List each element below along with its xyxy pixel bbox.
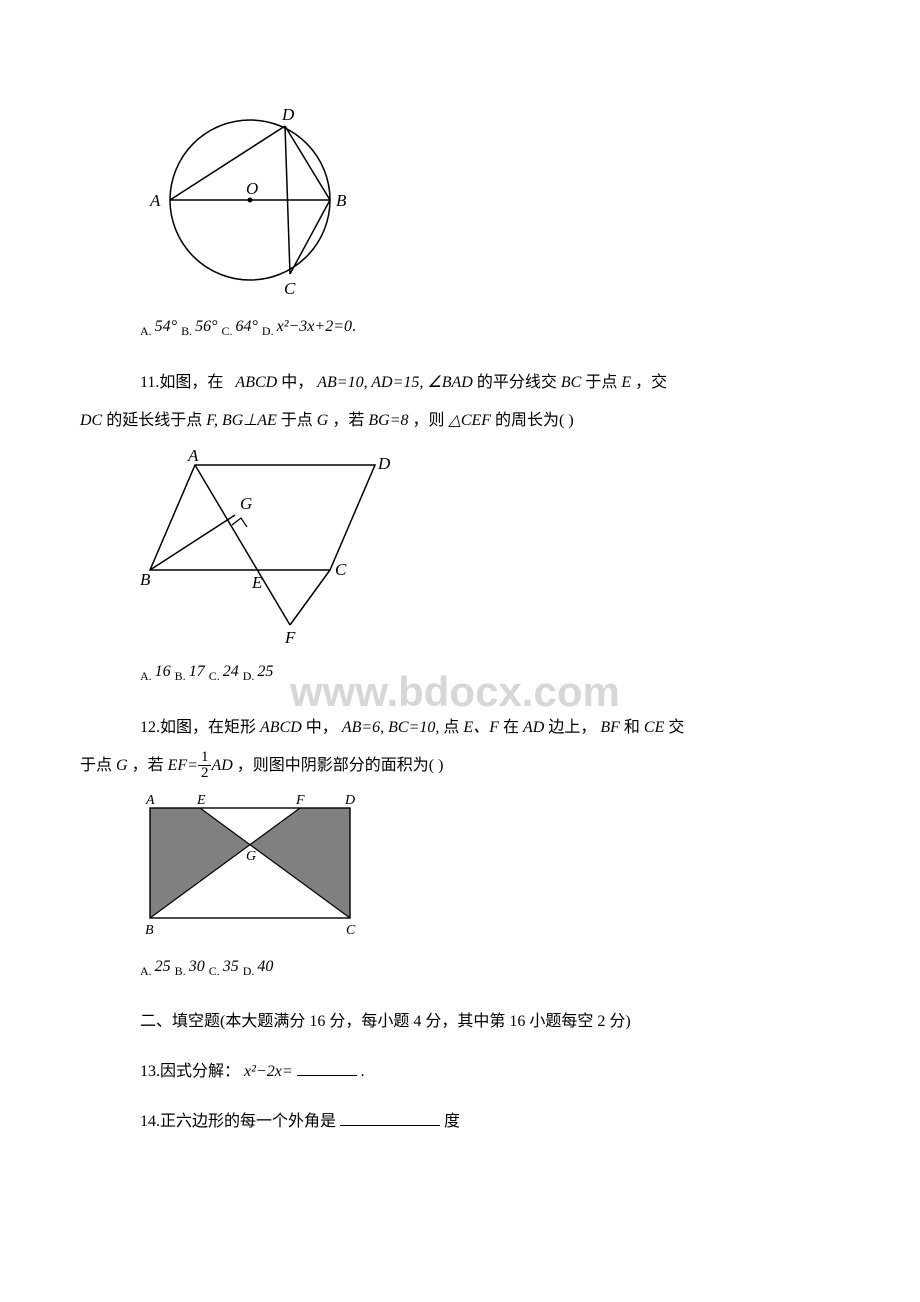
label-A: A: [187, 446, 199, 465]
label-F: F: [284, 628, 296, 645]
opt-C-pre: C.: [209, 669, 223, 683]
label-B: B: [336, 191, 347, 210]
q11-e: 的平分线交: [477, 374, 557, 391]
opt-B-pre: B.: [181, 324, 195, 338]
q12-a: 12.如图，在矩形: [140, 719, 256, 736]
opt-A-pre: A.: [140, 964, 155, 978]
q10-options: A. 54° B. 56° C. 64° D. x²−3x+2=0.: [140, 313, 840, 343]
q11-2g: BG=8: [368, 412, 408, 429]
q11-d: AB=10, AD=15, ∠BAD: [317, 374, 473, 391]
q11-2f: ，若: [332, 412, 364, 429]
label-B: B: [145, 923, 154, 938]
q12-2d: ，则图中阴影部分的面积为( ): [237, 757, 444, 774]
q11-figure: A D B C E F G: [140, 445, 840, 650]
label-G: G: [246, 849, 256, 864]
label-E: E: [251, 573, 263, 592]
q11-2a: DC: [80, 412, 102, 429]
opt-B-val: 17: [189, 663, 205, 680]
q12-2a: 于点: [80, 757, 112, 774]
q11-i: ，交: [635, 374, 667, 391]
q13-expr: x²−2x=: [244, 1063, 293, 1080]
q11-2b: 的延长线于点: [106, 412, 202, 429]
opt-B-val: 30: [189, 958, 205, 975]
opt-A-val: 25: [155, 958, 171, 975]
opt-B-val: 56°: [195, 318, 217, 335]
fraction: 12: [198, 750, 212, 781]
q11-stem-line2: DC 的延长线于点 F, BG⊥AE 于点 G ，若 BG=8 ，则 △CEF …: [80, 405, 840, 437]
q12-2b: G: [116, 757, 128, 774]
label-C: C: [335, 560, 347, 579]
watermark-text: www.bdocx.com: [290, 654, 620, 730]
q11-b: ABCD: [235, 374, 277, 391]
q12-figure: A E F D B C G: [140, 790, 840, 945]
label-D: D: [281, 105, 295, 124]
q11-a: 11.如图，在: [140, 374, 223, 391]
q11-h: E: [621, 374, 631, 391]
q13-pre: 13.因式分解：: [140, 1063, 240, 1080]
opt-C-val: 24: [223, 663, 239, 680]
rectangle-shaded-svg: A E F D B C G: [140, 790, 370, 940]
opt-tail: .: [352, 318, 356, 335]
opt-D-pre: D.: [262, 324, 277, 338]
q11-g: 于点: [585, 374, 617, 391]
q13-blank: [297, 1060, 357, 1076]
q11-c: 中，: [281, 374, 313, 391]
q11-2c: F, BG⊥AE: [206, 412, 277, 429]
opt-D-val: 25: [257, 663, 273, 680]
label-A: A: [145, 793, 155, 808]
q14-blank: [340, 1110, 440, 1126]
q12-options: A. 25 B. 30 C. 35 D. 40: [140, 953, 840, 983]
frac-den: 2: [198, 766, 212, 781]
opt-C-pre: C.: [222, 324, 236, 338]
q12-frac-post: AD: [211, 757, 232, 774]
label-O: O: [246, 179, 258, 198]
parallelogram-diagram-svg: A D B C E F G: [140, 445, 400, 645]
section2-title: 二、填空题(本大题满分 16 分，每小题 4 分，其中第 16 小题每空 2 分…: [140, 1006, 840, 1038]
circle-diagram-svg: A B D C O: [140, 100, 360, 300]
q12-frac-pre: EF=: [168, 757, 198, 774]
opt-D-pre: D.: [243, 964, 258, 978]
q14-pre: 14.正六边形的每一个外角是: [140, 1113, 336, 1130]
label-D: D: [377, 454, 391, 473]
q12-l: CE: [644, 719, 664, 736]
q13-tail: .: [361, 1063, 365, 1080]
q14-tail: 度: [444, 1113, 460, 1130]
q12-2c: ，若: [132, 757, 164, 774]
opt-B-pre: B.: [175, 964, 189, 978]
label-A: A: [149, 191, 161, 210]
opt-D-val: x²−3x+2=0: [277, 318, 352, 335]
q11-2d: 于点: [281, 412, 313, 429]
label-C: C: [284, 279, 296, 298]
label-G: G: [240, 494, 252, 513]
q13-line: 13.因式分解： x²−2x= .: [140, 1056, 840, 1088]
q12-stem-line2: 于点 G ，若 EF=12AD ，则图中阴影部分的面积为( ): [80, 750, 840, 782]
opt-A-pre: A.: [140, 324, 155, 338]
q11-stem-line1: 11.如图，在 ABCD 中， AB=10, AD=15, ∠BAD 的平分线交…: [140, 367, 840, 399]
label-B: B: [140, 570, 151, 589]
label-D: D: [344, 793, 355, 808]
opt-A-pre: A.: [140, 669, 155, 683]
q11-options: www.bdocx.com A. 16 B. 17 C. 24 D. 25: [140, 658, 840, 688]
q14-line: 14.正六边形的每一个外角是 度: [140, 1106, 840, 1138]
q11-2j: 的周长为( ): [495, 412, 574, 429]
opt-D-val: 40: [257, 958, 273, 975]
label-C: C: [346, 923, 356, 938]
opt-A-val: 16: [155, 663, 171, 680]
label-E: E: [196, 793, 206, 808]
q12-k: 和: [624, 719, 640, 736]
q11-f: BC: [561, 374, 581, 391]
opt-C-val: 64°: [236, 318, 258, 335]
q11-2h: ，则: [413, 412, 445, 429]
frac-num: 1: [198, 750, 212, 766]
opt-C-pre: C.: [209, 964, 223, 978]
label-F: F: [295, 793, 305, 808]
q12-m: 交: [668, 719, 684, 736]
q11-2e: G: [317, 412, 329, 429]
q11-2i: △CEF: [449, 412, 492, 429]
opt-B-pre: B.: [175, 669, 189, 683]
opt-A-val: 54°: [155, 318, 177, 335]
q10-figure: A B D C O: [140, 100, 840, 305]
opt-C-val: 35: [223, 958, 239, 975]
opt-D-pre: D.: [243, 669, 258, 683]
